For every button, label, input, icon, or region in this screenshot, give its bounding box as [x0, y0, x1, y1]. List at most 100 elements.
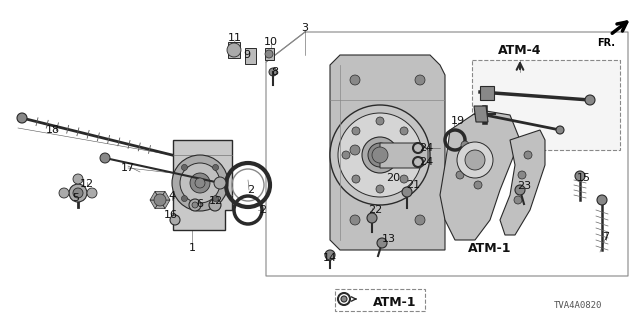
Text: 18: 18	[46, 125, 60, 135]
Circle shape	[182, 164, 188, 171]
Circle shape	[195, 178, 205, 188]
Polygon shape	[160, 200, 170, 209]
Circle shape	[154, 194, 166, 206]
Text: 4: 4	[168, 191, 175, 201]
Circle shape	[368, 143, 392, 167]
Circle shape	[556, 126, 564, 134]
Circle shape	[192, 202, 198, 208]
Circle shape	[415, 75, 425, 85]
Text: FR.: FR.	[597, 38, 615, 48]
Text: TVA4A0820: TVA4A0820	[554, 301, 602, 310]
Text: 21: 21	[406, 180, 420, 190]
Circle shape	[269, 68, 277, 76]
Circle shape	[372, 147, 388, 163]
Polygon shape	[228, 42, 240, 58]
Circle shape	[87, 188, 97, 198]
Polygon shape	[265, 48, 274, 60]
Text: 22: 22	[368, 205, 382, 215]
Circle shape	[515, 185, 525, 195]
Bar	[472, 60, 620, 150]
Circle shape	[342, 151, 350, 159]
Circle shape	[457, 142, 493, 178]
Polygon shape	[480, 86, 494, 100]
Text: 16: 16	[164, 210, 178, 220]
Circle shape	[180, 163, 220, 203]
Text: 15: 15	[577, 173, 591, 183]
Polygon shape	[245, 48, 256, 64]
Text: 14: 14	[323, 253, 337, 263]
Text: 3: 3	[301, 23, 308, 33]
Text: 24: 24	[419, 143, 433, 153]
Polygon shape	[440, 110, 520, 240]
Circle shape	[182, 196, 188, 202]
Circle shape	[325, 250, 335, 260]
Circle shape	[73, 174, 83, 184]
Polygon shape	[160, 191, 170, 200]
Circle shape	[367, 213, 377, 223]
Circle shape	[350, 75, 360, 85]
Circle shape	[376, 185, 384, 193]
Circle shape	[352, 175, 360, 183]
Circle shape	[465, 150, 485, 170]
Circle shape	[575, 171, 585, 181]
Circle shape	[585, 95, 595, 105]
Circle shape	[212, 196, 218, 202]
Polygon shape	[173, 140, 232, 230]
Circle shape	[330, 105, 430, 205]
Circle shape	[524, 151, 532, 159]
Circle shape	[415, 215, 425, 225]
Circle shape	[514, 196, 522, 204]
Text: 9: 9	[243, 50, 251, 60]
Circle shape	[338, 113, 422, 197]
Circle shape	[73, 188, 83, 198]
Polygon shape	[155, 191, 165, 200]
Text: ATM-1: ATM-1	[373, 295, 417, 308]
Circle shape	[377, 238, 387, 248]
Circle shape	[597, 195, 607, 205]
Text: 12: 12	[80, 179, 94, 189]
Circle shape	[214, 177, 226, 189]
Text: 6: 6	[196, 199, 204, 209]
Circle shape	[17, 113, 27, 123]
Polygon shape	[380, 143, 428, 168]
Circle shape	[402, 187, 412, 197]
Polygon shape	[500, 130, 545, 235]
Text: 23: 23	[517, 181, 531, 191]
Circle shape	[265, 50, 273, 58]
Circle shape	[474, 181, 482, 189]
Polygon shape	[474, 106, 488, 122]
Circle shape	[461, 141, 469, 149]
Circle shape	[170, 215, 180, 225]
Text: 12: 12	[209, 196, 223, 206]
Polygon shape	[150, 191, 160, 200]
Circle shape	[69, 184, 87, 202]
Text: 10: 10	[264, 37, 278, 47]
Circle shape	[227, 43, 241, 57]
Text: 19: 19	[451, 116, 465, 126]
Circle shape	[100, 153, 110, 163]
Circle shape	[410, 151, 418, 159]
Circle shape	[341, 296, 347, 302]
Circle shape	[400, 127, 408, 135]
Text: 8: 8	[271, 67, 278, 77]
Text: ATM-4: ATM-4	[499, 44, 541, 57]
Text: 24: 24	[419, 157, 433, 167]
Circle shape	[415, 145, 425, 155]
Circle shape	[350, 215, 360, 225]
Circle shape	[518, 171, 526, 179]
Text: 17: 17	[121, 163, 135, 173]
Text: 7: 7	[602, 232, 609, 242]
Polygon shape	[150, 200, 160, 209]
Polygon shape	[155, 200, 165, 209]
Text: 11: 11	[228, 33, 242, 43]
Polygon shape	[330, 55, 445, 250]
Text: 2: 2	[259, 205, 267, 215]
Circle shape	[59, 188, 69, 198]
Text: 2: 2	[248, 185, 255, 195]
Text: 20: 20	[386, 173, 400, 183]
Circle shape	[400, 175, 408, 183]
Circle shape	[376, 117, 384, 125]
Text: 5: 5	[72, 193, 79, 203]
Circle shape	[350, 145, 360, 155]
Text: 13: 13	[382, 234, 396, 244]
